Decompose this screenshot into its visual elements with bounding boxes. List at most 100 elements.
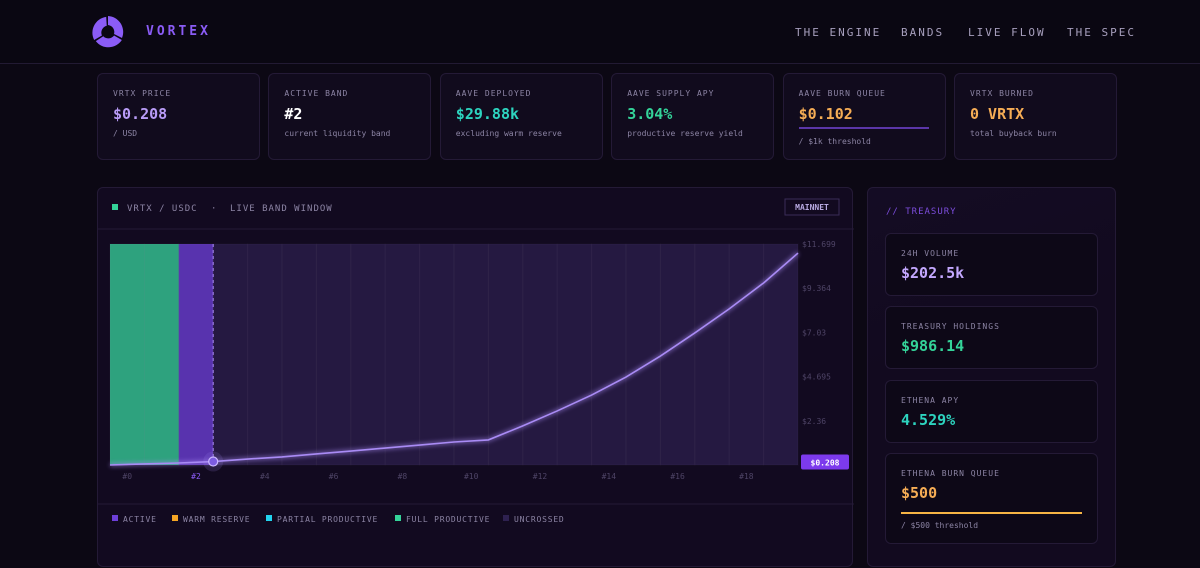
stat-label: VRTX BURNED: [970, 89, 1034, 98]
separator: ·: [211, 204, 217, 214]
legend-swatch: [503, 515, 509, 521]
chart-subtitle: LIVE BAND WINDOW: [230, 204, 333, 214]
y-tick-label: $11.699: [802, 240, 836, 249]
legend-label: WARM RESERVE: [183, 515, 250, 524]
x-tick-label: #16: [670, 472, 685, 481]
stat-value: #2: [284, 105, 303, 123]
legend-swatch: [112, 204, 118, 210]
band: [385, 244, 420, 465]
legend-swatch: [395, 515, 401, 521]
x-tick-label: #8: [398, 472, 408, 481]
legend-swatch: [172, 515, 178, 521]
stat-value: $0.208: [113, 105, 168, 123]
chart: VRTX / USDC · LIVE BAND WINDOW MAINNET #0 #2 #…: [98, 198, 854, 524]
band: [626, 244, 661, 465]
stat-note: / USD: [113, 129, 138, 138]
current-point: [208, 456, 219, 467]
band: [247, 244, 282, 465]
nav-link[interactable]: THE SPEC: [1067, 26, 1136, 39]
stat-label: AAVE BURN QUEUE: [798, 89, 886, 98]
treasury-label: ETHENA BURN QUEUE: [901, 469, 1000, 478]
band: [419, 244, 454, 465]
y-tick-label: $2.36: [802, 417, 826, 426]
y-tick-label: $4.695: [802, 373, 831, 382]
band: [282, 244, 317, 465]
nav-link[interactable]: BANDS: [901, 26, 945, 39]
treasury-panel: // TREASURY 24H VOLUME $202.5k TREASURY HO…: [867, 187, 1116, 567]
stat-card: VRTX BURNED 0 VRTX total buyback burn: [954, 73, 1117, 160]
stat-card: VRTX PRICE $0.208 / USD: [97, 73, 260, 160]
legend-label: ACTIVE: [123, 515, 157, 524]
treasury-card: 24H VOLUME $202.5k: [885, 233, 1098, 296]
x-tick-label: #14: [602, 472, 617, 481]
treasury-label: TREASURY HOLDINGS: [901, 322, 1000, 331]
stat-label: VRTX PRICE: [113, 89, 172, 98]
stat-card: ACTIVE BAND #2 current liquidity band: [268, 73, 432, 160]
treasury-card: TREASURY HOLDINGS $986.14: [885, 306, 1098, 369]
stat-card: AAVE BURN QUEUE $0.102 / $1k threshold: [782, 73, 946, 160]
treasury-card: ETHENA BURN QUEUE $500 / $500 threshold: [885, 453, 1098, 544]
legend-label: UNCROSSED: [514, 515, 565, 524]
x-tick-label: #10: [464, 472, 479, 481]
band: [729, 244, 764, 465]
nav-link[interactable]: LIVE FLOW: [968, 26, 1046, 39]
y-tick-label: $9.364: [802, 284, 831, 293]
treasury-label: 24H VOLUME: [901, 249, 960, 258]
nav-bar: VORTEX THE ENGINE BANDS LIVE FLOW THE SPEC: [0, 0, 1200, 64]
progress-bar: [901, 512, 1082, 514]
badge-box: [784, 198, 840, 216]
band: [557, 244, 592, 465]
band: [454, 244, 489, 465]
treasury-label: ETHENA APY: [901, 396, 960, 405]
treasury-value: $202.5k: [901, 264, 965, 282]
stat-label: AAVE SUPPLY APY: [627, 89, 715, 98]
price-line: [109, 252, 799, 466]
band: [522, 244, 558, 465]
stat-note: productive reserve yield: [627, 129, 743, 138]
x-tick-label: #18: [739, 472, 754, 481]
y-tick-label: $7.03: [802, 328, 826, 337]
legend-label: PARTIAL PRODUCTIVE: [277, 515, 378, 524]
brand[interactable]: VORTEX: [146, 24, 211, 39]
treasury-value: 4.529%: [901, 411, 956, 429]
treasury-note: / $500 threshold: [901, 521, 979, 530]
band: [694, 244, 730, 465]
stat-value: $29.88k: [455, 105, 520, 123]
stat-value: $0.102: [798, 105, 853, 123]
band: [213, 244, 248, 465]
x-tick-label: #0: [122, 472, 132, 481]
stat-label: ACTIVE BAND: [284, 89, 349, 98]
stat-note: current liquidity band: [284, 129, 391, 138]
price-badge: $0.208: [811, 459, 840, 468]
stat-value: 0 VRTX: [970, 105, 1025, 123]
legend-label: FULL PRODUCTIVE: [406, 515, 490, 524]
legend-swatch: [266, 515, 272, 521]
x-tick-label: #2: [191, 472, 201, 481]
x-tick-label: #6: [329, 472, 339, 481]
price-badge-box: [801, 454, 849, 470]
chart-title: VRTX / USDC: [127, 204, 198, 214]
stat-label: AAVE DEPLOYED: [455, 89, 532, 98]
chart-panel: VRTX / USDC · LIVE BAND WINDOW MAINNET #0 #2 #…: [97, 187, 854, 567]
treasury-card: ETHENA APY 4.529%: [885, 380, 1098, 443]
treasury-value: $986.14: [901, 337, 965, 355]
band: [763, 244, 798, 465]
band: [316, 244, 351, 465]
band: [144, 244, 179, 465]
treasury-title: // TREASURY: [886, 207, 957, 217]
band: [591, 244, 626, 465]
treasury-value: $500: [901, 484, 938, 502]
nav-link[interactable]: THE ENGINE: [795, 26, 882, 39]
legend-swatch: [112, 515, 118, 521]
progress-bar: [798, 127, 929, 129]
stat-note: total buyback burn: [970, 129, 1057, 138]
badge: MAINNET: [795, 203, 829, 212]
band: [110, 244, 145, 465]
stat-note: / $1k threshold: [798, 137, 871, 146]
band: [178, 244, 214, 465]
x-tick-label: #4: [260, 472, 270, 481]
stat-card: AAVE DEPLOYED $29.88k excluding warm reser…: [439, 73, 603, 160]
stat-value: 3.04%: [627, 105, 673, 123]
logo: [92, 16, 124, 48]
